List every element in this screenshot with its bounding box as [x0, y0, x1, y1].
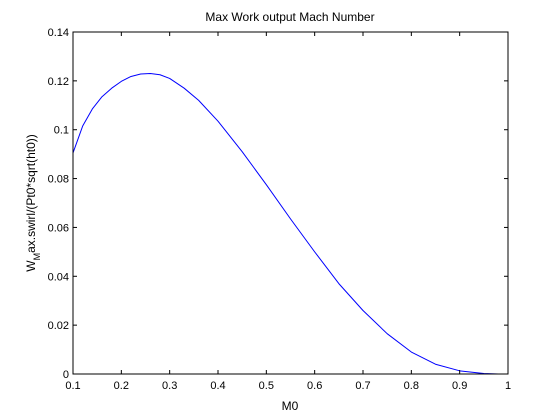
y-tick-label: 0.04 — [48, 271, 69, 283]
axes-box — [72, 31, 509, 375]
series-line — [72, 73, 509, 375]
x-tick-label: 0.8 — [404, 380, 419, 392]
x-tick-label: 0.1 — [65, 380, 80, 392]
y-tick-label: 0.1 — [54, 125, 69, 137]
y-axis-label-base: W — [24, 260, 38, 272]
x-tick-label: 0.6 — [307, 380, 322, 392]
y-tick-label: 0.06 — [48, 222, 69, 234]
y-tick-label: 0.14 — [48, 27, 69, 39]
y-axis-label-sub: M — [32, 253, 42, 261]
x-tick-label: 0.9 — [452, 380, 467, 392]
plot-area — [73, 32, 508, 374]
x-tick-label: 0.7 — [355, 380, 370, 392]
x-tick-label: 1 — [505, 380, 511, 392]
y-tick-label: 0.12 — [48, 76, 69, 88]
y-tick-label: 0.08 — [48, 174, 69, 186]
x-tick-label: 0.5 — [259, 380, 274, 392]
y-tick-label: 0 — [63, 369, 69, 381]
y-tick-label: 0.02 — [48, 320, 69, 332]
tick-layer: 0.1 0.2 0.3 0.4 0.5 0.6 0.7 0.8 0.9 1 0 0.02 0.04 0.0… — [48, 27, 511, 392]
x-axis-label: M0 — [282, 399, 299, 413]
chart-title: Max Work output Mach Number — [205, 10, 374, 24]
x-tick-label: 0.4 — [210, 380, 225, 392]
y-axis-label-rest: ax.swirl/(Pt0*sqrt(ht0)) — [24, 134, 38, 253]
x-tick-label: 0.3 — [162, 380, 177, 392]
y-axis-label: WMax.swirl/(Pt0*sqrt(ht0)) — [24, 134, 42, 272]
curve-layer — [72, 73, 509, 375]
x-tick-label: 0.2 — [114, 380, 129, 392]
